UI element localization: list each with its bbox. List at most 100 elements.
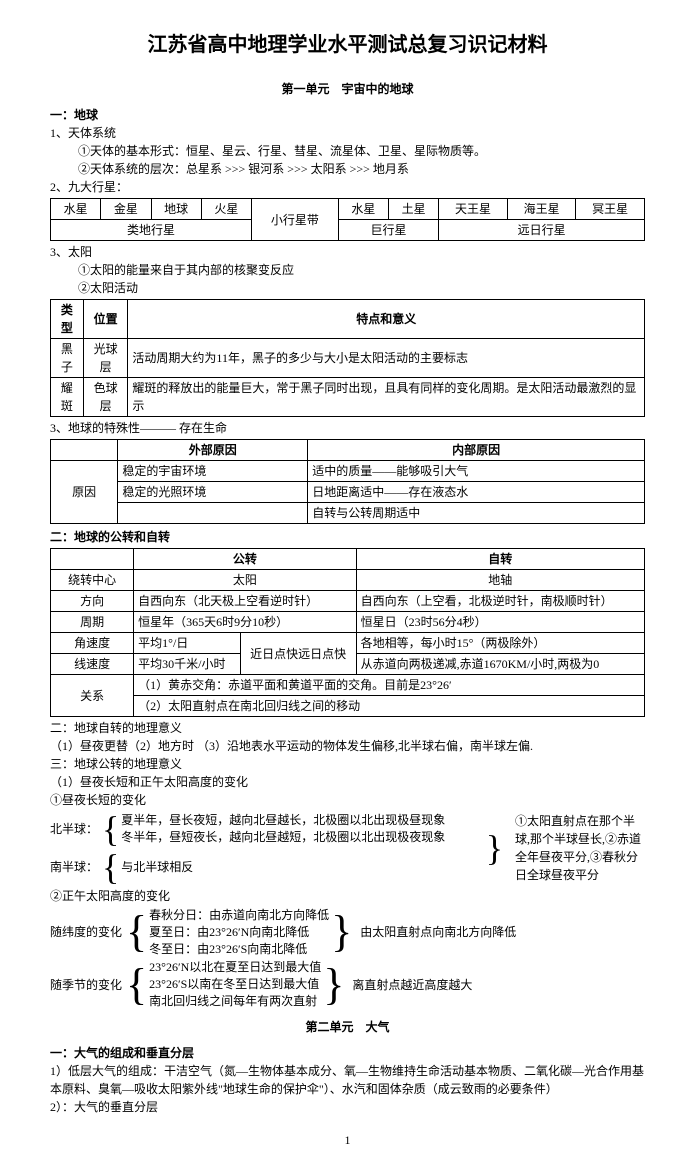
body-text: ②天体系统的层次：总星系 >>> 银河系 >>> 太阳系 >>> 地月系 xyxy=(78,160,645,178)
body-text: 春秋分日：由赤道向南北方向降低 xyxy=(149,907,329,924)
sun-activity-table: 类型 位置 特点和意义 黑子 光球层 活动周期大约为11年，黑子的多少与大小是太… xyxy=(50,299,645,417)
section-2: 二：地球的公转和自转 xyxy=(50,528,645,546)
table-cell: 远日行星 xyxy=(439,220,645,241)
body-text: 1）低层大气的组成：干洁空气（氮—生物体基本成分、氧—生物维持生命活动基本物质、… xyxy=(50,1062,645,1098)
table-cell: 海王星 xyxy=(507,199,576,220)
season-block: 随季节的变化 { 23°26′N以北在夏至日达到最大值 23°26′S以南在冬至… xyxy=(50,959,645,1009)
unit1-heading: 第一单元 宇宙中的地球 xyxy=(50,80,645,98)
planets-table: 水星 金星 地球 火星 小行星带 水星 土星 天王星 海王星 冥王星 类地行星 … xyxy=(50,198,645,241)
body-text: ①天体的基本形式：恒星、星云、行星、彗星、流星体、卫星、星际物质等。 xyxy=(78,142,645,160)
table-cell xyxy=(118,503,308,524)
body-text: ②太阳活动 xyxy=(78,279,645,297)
table-cell: 恒星年（365天6时9分10秒） xyxy=(134,612,356,633)
item-4-label: 3、地球的特殊性——— 存在生命 xyxy=(50,419,645,437)
table-cell: 金星 xyxy=(101,199,151,220)
table-cell: 活动周期大约为11年，黑子的多少与大小是太阳活动的主要标志 xyxy=(128,339,645,378)
table-cell: 黑子 xyxy=(51,339,84,378)
table-cell: 适中的质量——能够吸引大气 xyxy=(308,461,645,482)
table-cell: 稳定的光照环境 xyxy=(118,482,308,503)
body-text: 23°26′S以南在冬至日达到最大值 xyxy=(149,976,321,993)
brace-icon: } xyxy=(484,809,505,887)
body-text: 与北半球相反 xyxy=(121,859,193,876)
lat-label: 随纬度的变化 xyxy=(50,907,124,957)
table-cell: 巨行星 xyxy=(338,220,439,241)
item-2-label: 2、九大行星： xyxy=(50,178,645,196)
item-1-label: 1、天体系统 xyxy=(50,124,645,142)
table-cell: 日地距离适中——存在液态水 xyxy=(308,482,645,503)
section-atmos: 一：大气的组成和垂直分层 xyxy=(50,1044,645,1062)
life-table: 外部原因 内部原因 原因 稳定的宇宙环境 适中的质量——能够吸引大气 稳定的光照… xyxy=(50,439,645,524)
brace-icon: { xyxy=(100,811,121,847)
body-text: 夏半年，昼长夜短，越向北昼越长，北极圈以北出现极昼现象 xyxy=(121,812,445,829)
table-header xyxy=(51,549,134,570)
body-text: 夏至日：由23°26′N向南北降低 xyxy=(149,924,329,941)
south-label: 南半球： xyxy=(50,849,100,885)
note-text: 离直射点越近高度越大 xyxy=(352,959,472,1009)
body-text: （1）昼夜更替（2）地方时 （3）沿地表水平运动的物体发生偏移,北半球右偏，南半… xyxy=(50,737,645,755)
page-title: 江苏省高中地理学业水平测试总复习识记材料 xyxy=(50,30,645,60)
table-header: 公转 xyxy=(134,549,356,570)
table-cell: 关系 xyxy=(51,675,134,717)
season-label: 随季节的变化 xyxy=(50,959,124,1009)
table-cell: 稳定的宇宙环境 xyxy=(118,461,308,482)
table-cell: 冥王星 xyxy=(576,199,645,220)
table-cell: 从赤道向两极递减,赤道1670KM/小时,两极为0 xyxy=(356,654,644,675)
body-text: 2）：大气的垂直分层 xyxy=(50,1098,645,1116)
table-header: 外部原因 xyxy=(118,440,308,461)
south-hemisphere-block: 南半球： { 与北半球相反 xyxy=(50,849,480,885)
body-text: ①太阳的能量来自于其内部的核聚变反应 xyxy=(78,261,645,279)
table-header: 类型 xyxy=(51,300,84,339)
table-cell: 各地相等，每小时15°（两极除外） xyxy=(356,633,644,654)
table-cell: 色球层 xyxy=(83,378,128,417)
table-cell: 原因 xyxy=(51,461,118,524)
table-cell: （1）黄赤交角：赤道平面和黄道平面的交角。目前是23°26′ xyxy=(134,675,645,696)
table-header: 自转 xyxy=(356,549,644,570)
body-text: 南北回归线之间每年有两次直射 xyxy=(149,993,321,1010)
rotation-heading: 二：地球自转的地理意义 xyxy=(50,719,645,737)
table-cell: 耀斑的释放出的能量巨大，常于黑子同时出现，且具有同样的变化周期。是太阳活动最激烈… xyxy=(128,378,645,417)
note-text: ①太阳直射点在那个半球,那个半球昼长,②赤道全年昼夜平分,③春秋分日全球昼夜平分 xyxy=(515,809,645,887)
table-header: 位置 xyxy=(83,300,128,339)
table-cell: 线速度 xyxy=(51,654,134,675)
body-text: （1）昼夜长短和正午太阳高度的变化 xyxy=(50,773,645,791)
body-text: 冬半年，昼短夜长，越向北昼越短，北极圈以北出现极夜现象 xyxy=(121,829,445,846)
table-cell: 小行星带 xyxy=(252,199,339,241)
table-cell: 地轴 xyxy=(356,570,644,591)
table-cell: 地球 xyxy=(151,199,201,220)
table-cell: 恒星日（23时56分4秒） xyxy=(356,612,644,633)
table-header: 内部原因 xyxy=(308,440,645,461)
table-cell: 角速度 xyxy=(51,633,134,654)
revolution-heading: 三：地球公转的地理意义 xyxy=(50,755,645,773)
brace-icon: { xyxy=(100,849,121,885)
unit2-heading: 第二单元 大气 xyxy=(50,1018,645,1036)
table-cell: 太阳 xyxy=(134,570,356,591)
table-header: 特点和意义 xyxy=(128,300,645,339)
note-text: 由太阳直射点向南北方向降低 xyxy=(360,907,516,957)
noon-heading: ②正午太阳高度的变化 xyxy=(50,887,645,905)
table-cell: 耀斑 xyxy=(51,378,84,417)
table-cell: 平均30千米/小时 xyxy=(134,654,240,675)
table-cell: 天王星 xyxy=(439,199,508,220)
brace-icon: } xyxy=(329,907,354,957)
north-label: 北半球： xyxy=(50,811,100,847)
table-cell: 自转与公转周期适中 xyxy=(308,503,645,524)
item-3-label: 3、太阳 xyxy=(50,243,645,261)
brace-icon: } xyxy=(321,959,346,1009)
table-cell: 类地行星 xyxy=(51,220,252,241)
section-1: 一：地球 xyxy=(50,106,645,124)
body-text: 冬至日：由23°26′S向南北降低 xyxy=(149,941,329,958)
table-cell: 绕转中心 xyxy=(51,570,134,591)
brace-icon: { xyxy=(124,907,149,957)
table-cell: 火星 xyxy=(201,199,251,220)
brace-icon: { xyxy=(124,959,149,1009)
latitude-block: 随纬度的变化 { 春秋分日：由赤道向南北方向降低 夏至日：由23°26′N向南北… xyxy=(50,907,645,957)
table-cell: 水星 xyxy=(51,199,101,220)
table-cell: 方向 xyxy=(51,591,134,612)
table-header xyxy=(51,440,118,461)
table-cell: 光球层 xyxy=(83,339,128,378)
table-cell: 平均1°/日 xyxy=(134,633,240,654)
page-number: 1 xyxy=(50,1131,645,1149)
table-cell: 自西向东（上空看，北极逆时针，南极顺时针） xyxy=(356,591,644,612)
table-cell: 土星 xyxy=(389,199,439,220)
table-cell: 水星 xyxy=(338,199,388,220)
